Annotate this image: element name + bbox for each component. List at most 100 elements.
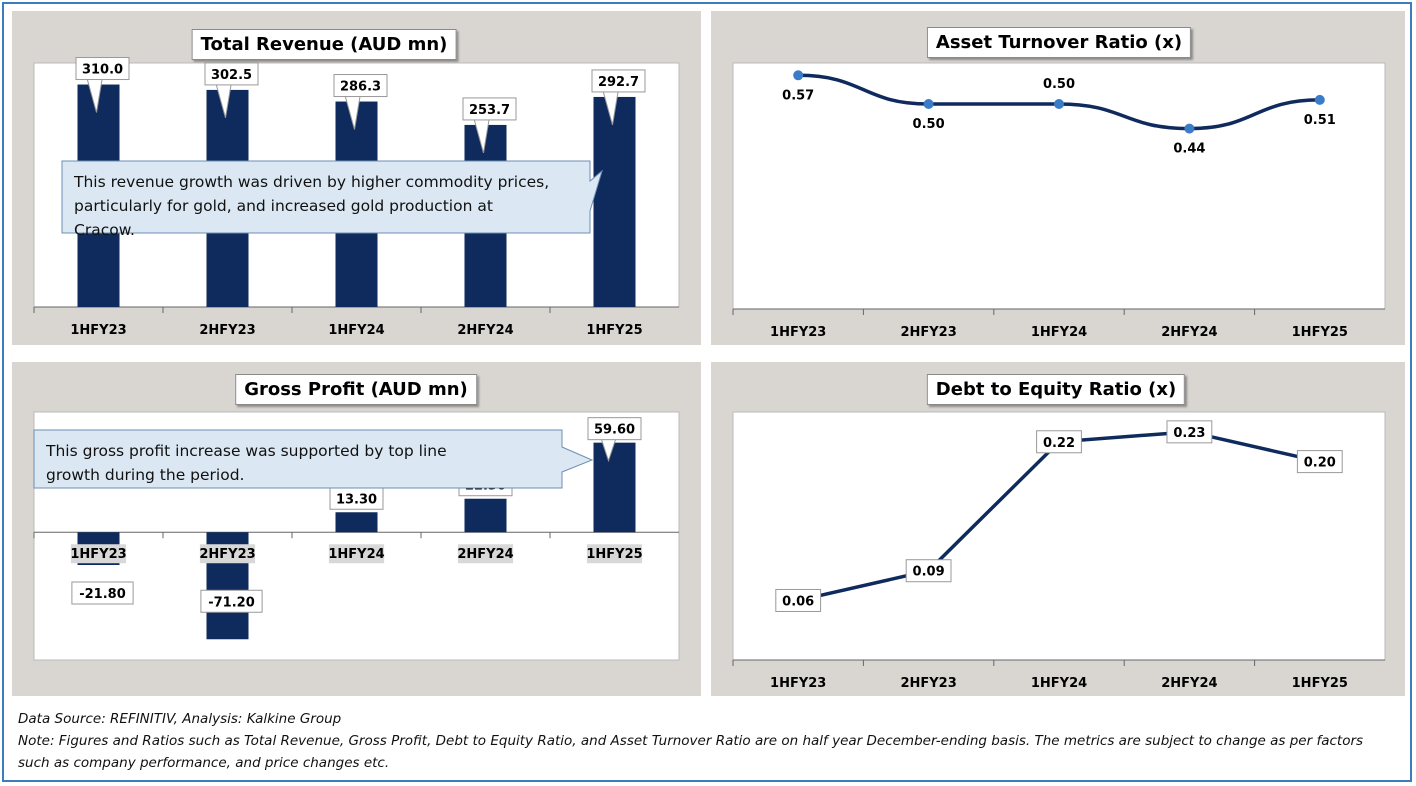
debt-equity-value-label: 0.06 xyxy=(782,594,814,609)
gross-profit-x-tick-label: 2HFY24 xyxy=(457,547,513,562)
gross-profit-x-tick-bg xyxy=(586,544,643,564)
revenue-annotation-box xyxy=(61,160,603,234)
revenue-value-label-group: 302.5 xyxy=(204,62,259,119)
debt-equity-value-label: 0.23 xyxy=(1173,426,1205,441)
debt-equity-value-label-group: 0.23 xyxy=(1166,420,1213,444)
revenue-value-label: 292.7 xyxy=(598,75,639,90)
asset-turnover-chart-panel: Asset Turnover Ratio (x) 0.57 1HFY23 0.50 2… xyxy=(711,11,1405,345)
gross-profit-bar xyxy=(464,498,507,533)
debt-equity-x-tick-label: 1HFY25 xyxy=(1292,676,1348,691)
asset-turnover-value-label: 0.50 xyxy=(1043,77,1075,92)
debt-equity-x-tick-label: 1HFY23 xyxy=(770,676,826,691)
debt-equity-value-label: 0.22 xyxy=(1043,436,1075,451)
debt-equity-value-label-group: 0.06 xyxy=(775,588,822,612)
gross-profit-chart-title: Gross Profit (AUD mn) xyxy=(235,374,477,405)
gross-profit-value-label: 59.60 xyxy=(594,423,635,438)
gross-profit-x-tick-bg xyxy=(199,544,256,564)
asset-turnover-point xyxy=(1184,123,1195,134)
footer: Data Source: REFINITIV, Analysis: Kalkin… xyxy=(18,708,1398,774)
debt-equity-value-label-box xyxy=(1036,430,1082,454)
debt-equity-value-label-box xyxy=(775,588,822,612)
gross-profit-value-label: -71.20 xyxy=(208,595,255,610)
gross-profit-chart-panel: Gross Profit (AUD mn) 1HFY23 -21.80 2HFY23… xyxy=(12,362,701,696)
revenue-x-tick-label: 2HFY23 xyxy=(199,323,255,338)
debt-equity-x-tick-label: 2HFY23 xyxy=(900,676,956,691)
gross-profit-x-tick-label: 1HFY23 xyxy=(70,547,126,562)
gross-profit-value-label-box xyxy=(200,589,263,613)
gross-profit-value-label-box xyxy=(71,581,134,605)
asset-turnover-value-label: 0.57 xyxy=(782,88,814,103)
gross-profit-value-label-group: -21.80 xyxy=(71,581,134,605)
debt-equity-value-label: 0.20 xyxy=(1304,456,1336,471)
gross-profit-x-tick-label: 1HFY25 xyxy=(586,547,642,562)
asset-turnover-point xyxy=(1054,99,1064,109)
gross-profit-chart: 1HFY23 -21.80 2HFY23 -71.20 1HFY24 13.30 2HFY2… xyxy=(33,411,680,661)
asset-turnover-point xyxy=(793,70,804,81)
debt-equity-value-label-group: 0.09 xyxy=(905,559,952,583)
revenue-value-label-box xyxy=(204,62,259,86)
revenue-x-tick-label: 2HFY24 xyxy=(457,323,513,338)
revenue-chart: 1HFY23 310.0 2HFY23 302.5 1HFY24 286.3 2HFY24 2… xyxy=(33,57,680,338)
debt-equity-value-label-group: 0.20 xyxy=(1296,450,1343,474)
gross-profit-annotation-group: This gross profit increase was supported… xyxy=(33,429,594,489)
asset-turnover-x-tick-label: 1HFY23 xyxy=(770,325,826,340)
revenue-value-label-group: 310.0 xyxy=(75,57,130,113)
asset-turnover-value-label: 0.50 xyxy=(913,117,945,132)
revenue-x-tick-label: 1HFY23 xyxy=(70,323,126,338)
gross-profit-value-label-box xyxy=(587,417,642,441)
gross-profit-value-label-group: 59.60 xyxy=(587,417,642,463)
debt-equity-x-tick-label: 2HFY24 xyxy=(1161,676,1217,691)
gross-profit-x-tick-label: 2HFY23 xyxy=(199,547,255,562)
gross-profit-bar xyxy=(335,512,378,533)
revenue-value-label-group: 253.7 xyxy=(462,97,517,154)
gross-profit-bar xyxy=(593,442,636,533)
asset-turnover-value-label: 0.44 xyxy=(1173,142,1205,157)
revenue-chart-title: Total Revenue (AUD mn) xyxy=(191,29,457,60)
gross-profit-annotation-box xyxy=(33,429,594,489)
gross-profit-x-tick-label: 1HFY24 xyxy=(328,547,384,562)
debt-equity-value-label-box xyxy=(1166,420,1213,444)
asset-turnover-x-tick-label: 2HFY23 xyxy=(900,325,956,340)
revenue-value-label: 302.5 xyxy=(211,68,252,83)
gross-profit-x-tick-bg xyxy=(457,544,514,564)
note-text: Note: Figures and Ratios such as Total R… xyxy=(18,733,1364,771)
revenue-value-label-box xyxy=(591,69,646,93)
gross-profit-value-label-group: -71.20 xyxy=(200,589,263,613)
asset-turnover-point xyxy=(1314,94,1325,105)
gross-profit-annotation: This gross profit increase was supported… xyxy=(45,442,447,484)
revenue-x-tick-label: 1HFY24 xyxy=(328,323,384,338)
debt-equity-chart-title: Debt to Equity Ratio (x) xyxy=(926,374,1186,405)
debt-equity-value-label-box xyxy=(1296,450,1343,474)
revenue-value-label: 253.7 xyxy=(469,103,510,118)
gross-profit-x-tick-bg xyxy=(328,544,385,564)
revenue-chart-panel: Total Revenue (AUD mn) 1HFY23 310.0 2HFY23… xyxy=(12,11,701,345)
asset-turnover-x-tick-label: 1HFY25 xyxy=(1292,325,1348,340)
gross-profit-value-label: -21.80 xyxy=(79,587,126,602)
revenue-x-tick-label: 1HFY25 xyxy=(586,323,642,338)
revenue-value-label-box xyxy=(333,74,388,98)
debt-equity-value-label-box xyxy=(905,559,952,583)
revenue-value-label-box xyxy=(462,97,517,121)
asset-turnover-point xyxy=(923,99,934,109)
debt-equity-chart-panel: Debt to Equity Ratio (x) 0.06 1HFY23 0.09 2… xyxy=(711,362,1405,696)
revenue-value-label-group: 286.3 xyxy=(333,74,388,130)
asset-turnover-value-label: 0.51 xyxy=(1304,113,1336,128)
debt-equity-value-label-group: 0.22 xyxy=(1036,430,1082,454)
debt-equity-value-label: 0.09 xyxy=(913,565,945,580)
gross-profit-value-label: 13.30 xyxy=(336,492,377,507)
revenue-value-label: 286.3 xyxy=(340,80,381,95)
asset-turnover-chart: 0.57 1HFY23 0.50 2HFY23 0.50 1HFY24 0.44 2HFY24… xyxy=(732,62,1386,340)
revenue-annotation: This revenue growth was driven by higher… xyxy=(73,173,549,239)
revenue-bar xyxy=(593,96,636,307)
debt-equity-x-tick-label: 1HFY24 xyxy=(1031,676,1087,691)
data-source-text: Data Source: REFINITIV, Analysis: Kalkin… xyxy=(18,711,342,727)
revenue-annotation-group: This revenue growth was driven by higher… xyxy=(61,160,603,239)
asset-turnover-chart-title: Asset Turnover Ratio (x) xyxy=(926,27,1192,58)
revenue-value-label: 310.0 xyxy=(82,63,123,78)
revenue-value-label-group: 292.7 xyxy=(591,69,646,126)
revenue-value-label-box xyxy=(75,57,130,81)
asset-turnover-x-tick-label: 1HFY24 xyxy=(1031,325,1087,340)
debt-equity-chart: 0.06 1HFY23 0.09 2HFY23 0.22 1HFY24 0.23 2HFY24… xyxy=(732,411,1386,691)
gross-profit-value-label-group: 13.30 xyxy=(329,486,384,510)
asset-turnover-x-tick-label: 2HFY24 xyxy=(1161,325,1217,340)
